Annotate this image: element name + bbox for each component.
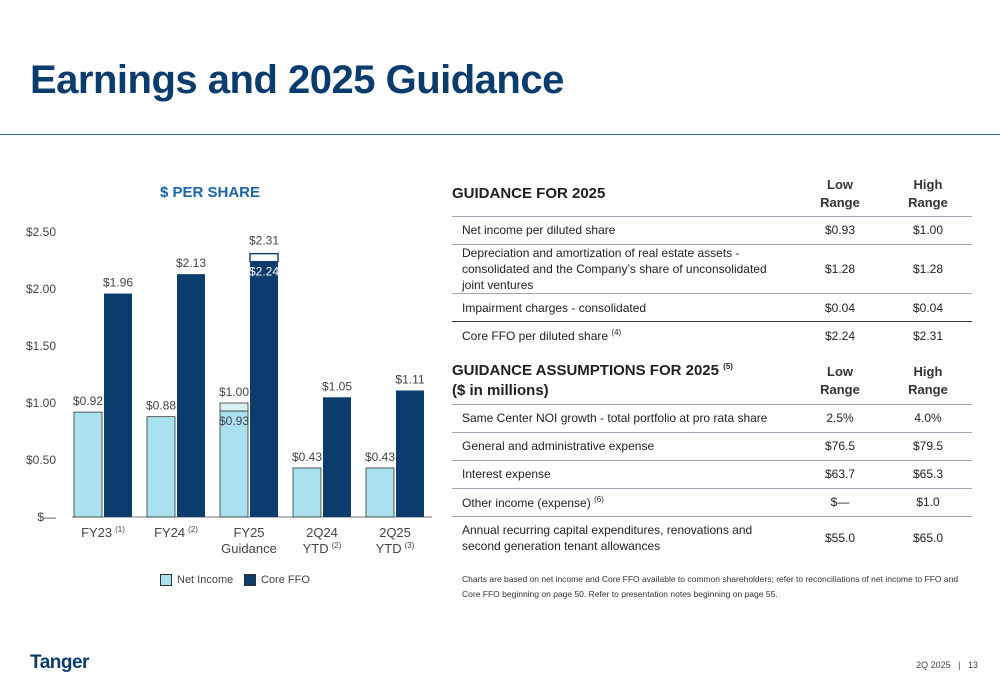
page-number: 13 bbox=[967, 660, 978, 670]
x-tick-label: FY25 bbox=[233, 525, 264, 540]
bar-net-income bbox=[219, 410, 249, 518]
legend-net-income-label: Net Income bbox=[177, 574, 234, 586]
legend-core-ffo-swatch bbox=[244, 574, 256, 586]
page-title: Earnings and 2025 Guidance bbox=[30, 58, 564, 102]
legend-net-income-swatch bbox=[160, 574, 172, 586]
data-label-net-income: $0.92 bbox=[73, 394, 103, 408]
x-tick-label: 2Q25 bbox=[379, 525, 411, 540]
data-label-core-ffo: $1.11 bbox=[395, 372, 424, 386]
bar-core-ffo-range bbox=[249, 252, 279, 263]
data-label-net-income: $0.43 bbox=[292, 450, 322, 464]
data-label-net-income: $0.93 bbox=[219, 414, 249, 428]
assumptions-low-header: Low Range bbox=[820, 364, 860, 397]
table-row: Interest expense $63.7 $65.3 bbox=[452, 459, 972, 488]
y-tick-label: $1.50 bbox=[26, 339, 56, 353]
y-tick-label: $2.00 bbox=[26, 282, 56, 296]
data-label-net-income: $0.88 bbox=[146, 399, 176, 413]
guidance-table: GUIDANCE FOR 2025 Low Range High Range Net… bbox=[452, 172, 972, 350]
x-tick-label: Guidance bbox=[221, 541, 277, 556]
y-tick-label: $— bbox=[37, 510, 56, 524]
bar-net-income bbox=[365, 467, 395, 518]
assumptions-table: GUIDANCE ASSUMPTIONS FOR 2025 (5) ($ in m… bbox=[452, 358, 972, 560]
data-label-net-income-high: $1.00 bbox=[219, 385, 249, 399]
table-row: Core FFO per diluted share (4) $2.24 $2.… bbox=[452, 321, 972, 350]
data-label-core-ffo: $1.96 bbox=[103, 276, 133, 290]
assumptions-header: GUIDANCE ASSUMPTIONS FOR 2025 (5) ($ in m… bbox=[452, 361, 733, 399]
chart-footnote: Charts are based on net income and Core … bbox=[462, 574, 959, 599]
data-label-core-ffo: $1.05 bbox=[322, 379, 352, 393]
legend-core-ffo-label: Core FFO bbox=[261, 574, 310, 586]
guidance-high-header: High Range bbox=[908, 177, 948, 210]
table-row: General and administrative expense $76.5… bbox=[452, 431, 972, 460]
bar-net-income-range bbox=[219, 402, 249, 412]
legend-net-income: Net Income bbox=[160, 574, 233, 586]
x-tick-label: FY23 (1) bbox=[81, 525, 125, 540]
bar-core-ffo bbox=[396, 390, 424, 517]
bar-net-income bbox=[146, 416, 176, 518]
data-label-core-ffo: $2.24 bbox=[249, 265, 279, 279]
x-tick-label: FY24 (2) bbox=[154, 525, 198, 540]
table-row: Depreciation and amortization of real es… bbox=[452, 243, 972, 294]
per-share-bar-chart: $— $0.50 $1.00 $1.50 $2.00 $2.50 $0.92 $1.96 FY2… bbox=[26, 225, 432, 556]
x-tick-label: YTD (3) bbox=[376, 541, 415, 556]
bar-net-income bbox=[292, 467, 322, 518]
legend-core-ffo: Core FFO bbox=[244, 574, 310, 586]
guidance-header: GUIDANCE FOR 2025 bbox=[452, 185, 606, 203]
title-divider bbox=[0, 134, 1000, 135]
bar-core-ffo bbox=[104, 293, 132, 517]
x-tick-label: 2Q24 bbox=[306, 525, 338, 540]
table-row: Annual recurring capital expenditures, r… bbox=[452, 515, 972, 560]
bar-net-income bbox=[73, 411, 103, 518]
bar-core-ffo bbox=[250, 261, 278, 517]
page-footer: 2Q 2025 | 13 bbox=[916, 660, 978, 670]
data-label-core-ffo: $2.13 bbox=[176, 256, 206, 270]
table-row: Impairment charges - consolidated $0.04 … bbox=[452, 293, 972, 322]
y-tick-label: $2.50 bbox=[26, 225, 56, 239]
bar-core-ffo bbox=[323, 397, 351, 517]
table-row: Net income per diluted share $0.93 $1.00 bbox=[452, 215, 972, 244]
y-tick-label: $0.50 bbox=[26, 453, 56, 467]
table-row: Same Center NOI growth - total portfolio… bbox=[452, 403, 972, 432]
data-label-core-ffo-high: $2.31 bbox=[249, 234, 279, 248]
assumptions-high-header: High Range bbox=[908, 364, 948, 397]
x-tick-label: YTD (2) bbox=[303, 541, 342, 556]
chart-title: $ PER SHARE bbox=[159, 184, 261, 201]
y-tick-label: $1.00 bbox=[26, 396, 56, 410]
bar-core-ffo bbox=[177, 274, 205, 517]
table-row: Other income (expense) (6) $— $1.0 bbox=[452, 487, 972, 516]
guidance-low-header: Low Range bbox=[820, 177, 860, 210]
data-label-net-income: $0.43 bbox=[365, 450, 395, 464]
tanger-logo: Tanger bbox=[30, 652, 89, 673]
